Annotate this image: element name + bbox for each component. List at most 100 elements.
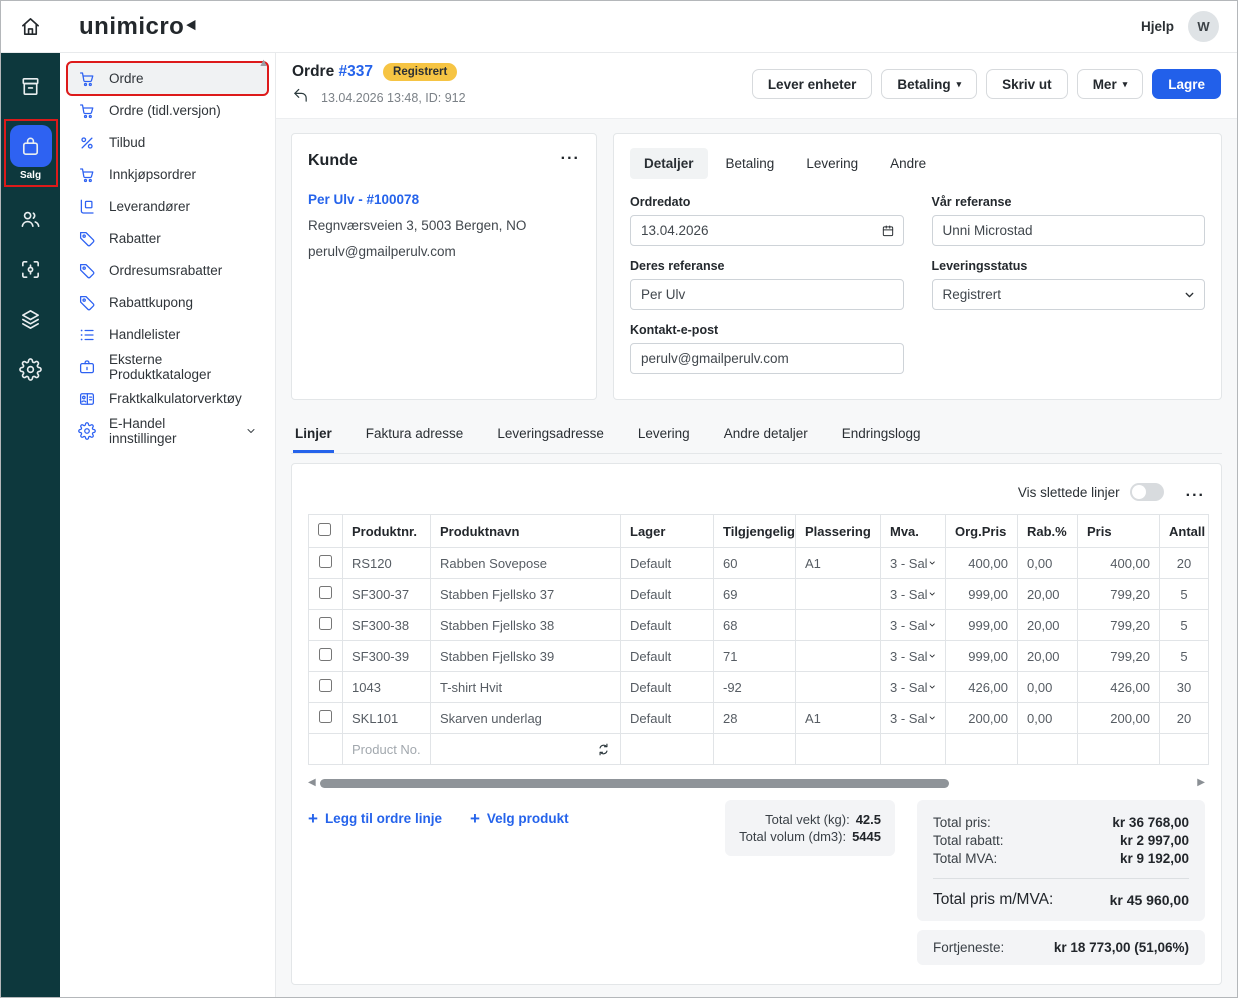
scroll-left-icon[interactable]: ◀: [308, 777, 316, 788]
sidebar-item-leverandører[interactable]: Leverandører: [68, 191, 267, 222]
cell-pris[interactable]: 799,20: [1077, 609, 1160, 641]
cell-antall[interactable]: 5: [1159, 578, 1209, 610]
cell-produktnavn[interactable]: Stabben Fjellsko 39: [430, 640, 621, 672]
new-product-cell[interactable]: [342, 733, 431, 765]
tab-detaljer[interactable]: Detaljer: [630, 148, 708, 179]
sidebar-item-e-handel-innstillinger[interactable]: E-Handel innstillinger: [68, 415, 267, 446]
rail-item-salg[interactable]: Salg: [3, 119, 58, 187]
back-button[interactable]: [292, 87, 309, 109]
cell-plassering[interactable]: [795, 671, 881, 703]
mva-select[interactable]: 3 - Sal: [880, 702, 946, 734]
cell-lager[interactable]: Default: [620, 609, 714, 641]
ordredato-input[interactable]: [630, 215, 904, 246]
sidebar-item-tilbud[interactable]: Tilbud: [68, 127, 267, 158]
table-menu-button[interactable]: ...: [1185, 483, 1205, 500]
tab-endringslogg[interactable]: Endringslogg: [841, 426, 921, 441]
mva-select[interactable]: 3 - Sal: [880, 671, 946, 703]
avatar[interactable]: W: [1188, 11, 1219, 42]
cell-antall[interactable]: 20: [1159, 702, 1209, 734]
cell-produktnavn[interactable]: Rabben Sovepose: [430, 547, 621, 579]
customer-link[interactable]: Per Ulv - #100078: [308, 192, 420, 207]
mva-select[interactable]: 3 - Sal: [880, 578, 946, 610]
cell-orgpris[interactable]: 200,00: [945, 702, 1018, 734]
cell-orgpris[interactable]: 999,00: [945, 640, 1018, 672]
betaling-button[interactable]: Betaling ▾: [881, 69, 978, 99]
cell-produktnavn[interactable]: Skarven underlag: [430, 702, 621, 734]
row-checkbox[interactable]: [319, 648, 332, 661]
new-product-input[interactable]: [352, 741, 421, 757]
cell-plassering[interactable]: A1: [795, 547, 881, 579]
cell-lager[interactable]: Default: [620, 671, 714, 703]
mer-button[interactable]: Mer ▾: [1076, 69, 1144, 99]
cell-pris[interactable]: 200,00: [1077, 702, 1160, 734]
cell-plassering[interactable]: [795, 609, 881, 641]
cell-antall[interactable]: 5: [1159, 640, 1209, 672]
cell-pris[interactable]: 400,00: [1077, 547, 1160, 579]
add-order-line-button[interactable]: + Legg til ordre linje: [308, 809, 442, 828]
cell-pris[interactable]: 799,20: [1077, 640, 1160, 672]
sidebar-item-ordresumsrabatter[interactable]: Ordresumsrabatter: [68, 255, 267, 286]
cell-lager[interactable]: Default: [620, 702, 714, 734]
cell-antall[interactable]: 30: [1159, 671, 1209, 703]
cell-antall[interactable]: 20: [1159, 547, 1209, 579]
cell-produktnr[interactable]: RS120: [342, 547, 431, 579]
sidebar-item-ordre[interactable]: Ordre: [66, 61, 269, 96]
sidebar-item-fraktkalkulatorverktøy[interactable]: Fraktkalkulatorverktøy: [68, 383, 267, 414]
cell-produktnr[interactable]: SF300-37: [342, 578, 431, 610]
tab-andre-detaljer[interactable]: Andre detaljer: [723, 426, 808, 441]
sidebar-item-rabatter[interactable]: Rabatter: [68, 223, 267, 254]
cell-produktnavn[interactable]: Stabben Fjellsko 38: [430, 609, 621, 641]
tab-andre[interactable]: Andre: [890, 156, 927, 171]
cell-rab[interactable]: 0,00: [1017, 702, 1078, 734]
sidebar-item-eksterne-produktkataloger[interactable]: Eksterne Produktkataloger: [68, 351, 267, 382]
cell-orgpris[interactable]: 999,00: [945, 609, 1018, 641]
cell-lager[interactable]: Default: [620, 640, 714, 672]
cell-antall[interactable]: 5: [1159, 609, 1209, 641]
sync-icon[interactable]: [440, 742, 611, 757]
cell-produktnavn[interactable]: Stabben Fjellsko 37: [430, 578, 621, 610]
tab-levering[interactable]: Levering: [806, 156, 859, 171]
tab-levering[interactable]: Levering: [637, 426, 690, 441]
rail-item-pos[interactable]: [19, 75, 42, 98]
deres-referanse-input[interactable]: [630, 279, 904, 310]
help-link[interactable]: Hjelp: [1140, 19, 1174, 34]
cell-produktnr[interactable]: SF300-39: [342, 640, 431, 672]
tab-leveringsadresse[interactable]: Leveringsadresse: [497, 426, 604, 441]
row-checkbox[interactable]: [319, 586, 332, 599]
cell-rab[interactable]: 20,00: [1017, 609, 1078, 641]
choose-product-button[interactable]: + Velg produkt: [469, 809, 569, 828]
sidebar-item-handlelister[interactable]: Handlelister: [68, 319, 267, 350]
kontakt-epost-input[interactable]: [630, 343, 904, 374]
scroll-up-icon[interactable]: ▲: [258, 57, 269, 69]
rail-item-contacts[interactable]: [19, 208, 42, 231]
cell-orgpris[interactable]: 999,00: [945, 578, 1018, 610]
mva-select[interactable]: 3 - Sal: [880, 640, 946, 672]
cell-rab[interactable]: 0,00: [1017, 547, 1078, 579]
row-checkbox[interactable]: [319, 710, 332, 723]
calendar-icon[interactable]: [881, 224, 895, 238]
cell-produktnr[interactable]: SF300-38: [342, 609, 431, 641]
cell-produktnr[interactable]: 1043: [342, 671, 431, 703]
cell-plassering[interactable]: [795, 578, 881, 610]
scroll-right-icon[interactable]: ▶: [1197, 777, 1205, 788]
sidebar-item-ordre-tidl-versjon-[interactable]: Ordre (tidl.versjon): [68, 95, 267, 126]
cell-rab[interactable]: 0,00: [1017, 671, 1078, 703]
sidebar-item-innkjøpsordrer[interactable]: Innkjøpsordrer: [68, 159, 267, 190]
tab-linjer[interactable]: Linjer: [293, 420, 334, 453]
home-button[interactable]: [1, 15, 60, 38]
mva-select[interactable]: 3 - Sal: [880, 609, 946, 641]
cell-produktnavn[interactable]: T-shirt Hvit: [430, 671, 621, 703]
cell-pris[interactable]: 799,20: [1077, 578, 1160, 610]
cell-plassering[interactable]: A1: [795, 702, 881, 734]
row-checkbox[interactable]: [319, 617, 332, 630]
rail-item-products[interactable]: [19, 308, 42, 331]
lever-enheter-button[interactable]: Lever enheter: [751, 69, 873, 99]
select-all-checkbox[interactable]: [318, 523, 331, 536]
var-referanse-input[interactable]: [931, 215, 1205, 246]
tab-faktura-adresse[interactable]: Faktura adresse: [365, 426, 464, 441]
row-checkbox[interactable]: [319, 555, 332, 568]
mva-select[interactable]: 3 - Sal: [880, 547, 946, 579]
cell-rab[interactable]: 20,00: [1017, 640, 1078, 672]
sidebar-item-rabattkupong[interactable]: Rabattkupong: [68, 287, 267, 318]
cell-lager[interactable]: Default: [620, 578, 714, 610]
